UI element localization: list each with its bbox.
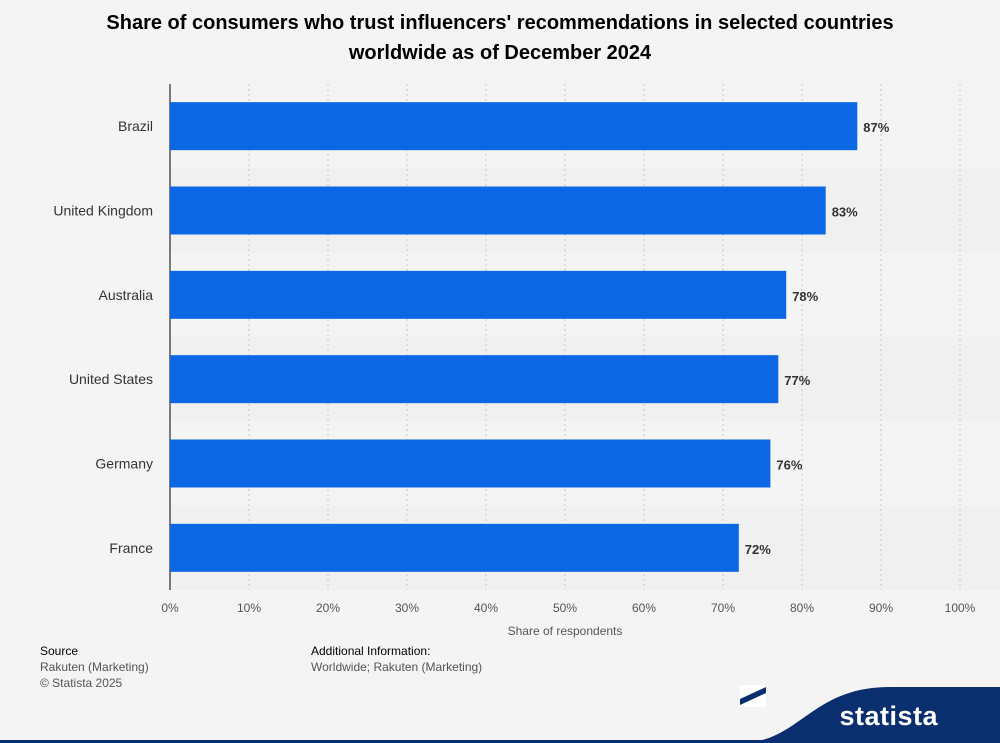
source-heading: Source <box>40 644 79 658</box>
x-tick-label: 100% <box>945 601 976 615</box>
x-tick-label: 80% <box>790 601 814 615</box>
category-label: France <box>109 540 153 556</box>
x-axis-title: Share of respondents <box>508 624 623 638</box>
statista-brand[interactable]: statista <box>740 685 1000 743</box>
statista-wordmark: statista <box>839 701 938 731</box>
category-label: Australia <box>99 287 154 303</box>
category-label: Brazil <box>118 118 153 134</box>
bar[interactable] <box>170 355 779 404</box>
x-tick-label: 50% <box>553 601 577 615</box>
x-tick-label: 40% <box>474 601 498 615</box>
statista-logo-icon <box>740 685 766 707</box>
bar[interactable] <box>170 102 858 151</box>
chart-title: Share of consumers who trust influencers… <box>106 12 894 64</box>
bar[interactable] <box>170 186 826 235</box>
data-label: 77% <box>784 373 810 388</box>
x-tick-label: 0% <box>161 601 179 615</box>
x-tick-label: 30% <box>395 601 419 615</box>
x-tick-label: 70% <box>711 601 735 615</box>
x-tick-label: 90% <box>869 601 893 615</box>
bar[interactable] <box>170 270 787 319</box>
category-label: United States <box>69 371 153 387</box>
bar-chart: 0% 10% 20% 30% 40% 50% 60% 70% 80% 90% 100% Brazil 8… <box>53 84 976 638</box>
source-block: Source Rakuten (Marketing) © Statista 20… <box>40 643 149 691</box>
additional-info-heading: Additional Information: <box>311 644 431 658</box>
category-label: United Kingdom <box>53 203 153 219</box>
data-label: 76% <box>776 458 802 473</box>
data-label: 78% <box>792 289 818 304</box>
x-tick-label: 60% <box>632 601 656 615</box>
copyright-text: © Statista 2025 <box>40 676 123 690</box>
x-tick-label: 10% <box>237 601 261 615</box>
source-text[interactable]: Rakuten (Marketing) <box>40 660 149 674</box>
data-label: 72% <box>745 542 771 557</box>
brand-swoosh <box>740 687 1000 743</box>
category-label: Germany <box>95 456 153 472</box>
bar[interactable] <box>170 439 771 488</box>
additional-info-block: Additional Information: Worldwide; Rakut… <box>311 643 482 675</box>
bar[interactable] <box>170 523 739 572</box>
data-label: 87% <box>863 120 889 135</box>
data-label: 83% <box>832 205 858 220</box>
bottom-rule <box>0 740 1000 743</box>
x-tick-label: 20% <box>316 601 340 615</box>
additional-info-text: Worldwide; Rakuten (Marketing) <box>311 660 483 674</box>
